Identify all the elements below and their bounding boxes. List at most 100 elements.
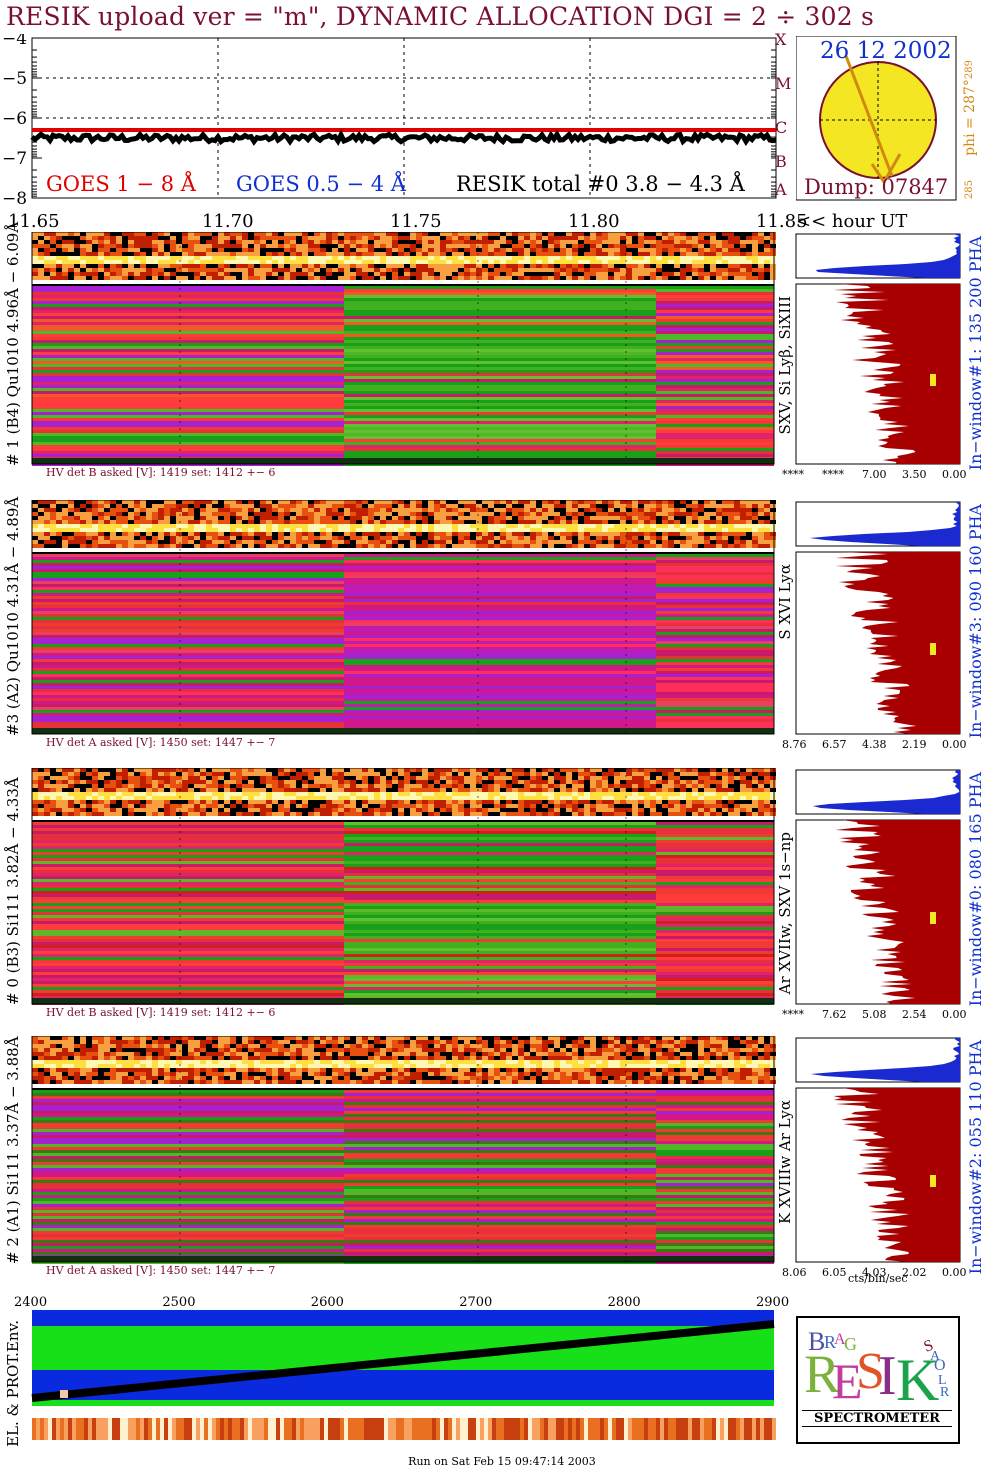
- panel-1-frame: [31, 500, 775, 735]
- panel-0: **** **** 7.00 3.50 0.00: [31, 232, 967, 481]
- goes-panel: −4 −5 −6 −7 −8: [0, 29, 790, 209]
- panel-2-hv-label: HV det B asked [V]: 1419 set: 1412 +− 6: [46, 1006, 276, 1019]
- panel-1-hist-xtick-1: 6.57: [822, 738, 847, 751]
- panel-2-hist-xtick-3: 2.54: [902, 1008, 927, 1021]
- panel-2-window-label: In−window#0: 080 165 PHA: [966, 772, 985, 1007]
- time-tick-0: 11.65: [8, 211, 60, 232]
- panel-0-left-label: # 1 (B4) Qu1010 4.96Å − 6.09Å: [4, 221, 22, 466]
- panel-1-blue-hist: [809, 502, 960, 546]
- panel-3-hist-xtick-0: 8.06: [782, 1266, 807, 1279]
- logo-graphic: R E S I K B R A G S O L A R: [804, 1327, 950, 1413]
- panel-2-hist-xtick-2: 5.08: [862, 1008, 887, 1021]
- time-tick-4: 11.85: [756, 211, 808, 232]
- panel-1-hv-label: HV det A asked [V]: 1450 set: 1447 +− 7: [46, 736, 276, 749]
- panel-2-window-marker: [930, 912, 936, 924]
- env-label: EL. & PROT.Env.: [4, 1320, 22, 1447]
- class-letter-m: M: [775, 74, 792, 93]
- panel-3-hv-label: HV det A asked [V]: 1450 set: 1447 +− 7: [46, 1264, 276, 1277]
- panel-2-red-hist: [835, 820, 960, 1004]
- hist-unit-label: cts/bin/sec: [848, 1272, 908, 1285]
- panel-1-hist-xtick-0: 8.76: [782, 738, 807, 751]
- panel-1-window-marker: [930, 643, 936, 655]
- panel-1-red-hist: [835, 552, 960, 734]
- env-orbit-line: [31, 1320, 775, 1402]
- panel-1-hist-xtick-4: 0.00: [942, 738, 967, 751]
- env-xtick-5: 2900: [756, 1295, 789, 1310]
- env-marker: [60, 1390, 68, 1398]
- panel-0-frame: [31, 232, 775, 465]
- legend-goes-1-8: GOES 1 − 8 Å: [46, 172, 196, 196]
- panel-0-red-hist: [833, 284, 960, 464]
- class-letter-a: A: [775, 180, 787, 199]
- panel-2-left-label: # 0 (B3) Si111 3.82Å − 4.33Å: [4, 777, 22, 1005]
- panel-2-hist-xtick-1: 7.62: [822, 1008, 847, 1021]
- goes-ytick-4: −8: [2, 189, 27, 204]
- panel-3-blue-hist: [810, 1038, 960, 1082]
- panel-0-hist-xtick-0: ****: [782, 468, 805, 481]
- panel-1-left-label: #3 (A2) Qu1010 4.31Å − 4.89Å: [4, 496, 22, 736]
- panel-3-frame: [31, 1036, 775, 1263]
- panel-0-blue-hist: [815, 234, 960, 278]
- class-letter-b: B: [775, 152, 787, 171]
- env-xtick-4: 2800: [608, 1295, 641, 1310]
- legend-resik-total: RESIK total #0 3.8 − 4.3 Å: [456, 172, 745, 196]
- env-xtick-1: 2500: [162, 1295, 195, 1310]
- goes-ytick-2: −6: [2, 109, 27, 129]
- resik-logo: R E S I K B R A G S O L A R SPECTROMETER: [796, 1316, 960, 1444]
- panel-0-hist-xtick-3: 3.50: [902, 468, 927, 481]
- panel-2-hist-xtick-0: ****: [782, 1008, 805, 1021]
- class-letter-x: X: [775, 30, 787, 49]
- time-tick-3: 11.80: [568, 211, 620, 232]
- orbit-track: [844, 55, 894, 177]
- resik-total-line: [30, 129, 777, 147]
- panel-2-line-label: Ar XVIIw, SXV 1s−np: [776, 832, 794, 995]
- page-title: RESIK upload ver = "m", DYNAMIC ALLOCATI…: [6, 2, 875, 31]
- sun-panel: [795, 35, 960, 202]
- phi-label: phi = 287°289: [962, 60, 978, 156]
- panel-2-blue-hist: [812, 770, 960, 814]
- legend-goes-05-4: GOES 0.5 − 4 Å: [236, 172, 406, 196]
- footer-run-info: Run on Sat Feb 15 09:47:14 2003: [408, 1455, 596, 1468]
- env-xtick-2: 2600: [311, 1295, 344, 1310]
- env-xtick-0: 2400: [14, 1295, 47, 1310]
- panel-1-hist-xtick-3: 2.19: [902, 738, 927, 751]
- goes-ytick-3: −7: [2, 149, 27, 169]
- time-tick-1: 11.70: [202, 211, 254, 232]
- panel-2-frame: [31, 768, 775, 1005]
- env-top-band: [32, 1310, 774, 1326]
- detector-panels: **** **** 7.00 3.50 0.00 HV det B asked [V]: …: [0, 221, 1004, 1292]
- goes-ytick-0: −4: [2, 34, 27, 49]
- panel-3-red-hist: [833, 1088, 960, 1262]
- panel-3-hist-xtick-4: 0.00: [942, 1266, 967, 1279]
- panel-0-window-label: In−window#1: 135 200 PHA: [966, 236, 985, 471]
- class-letters: X M C B A: [775, 30, 793, 206]
- panel-1-hist-xtick-2: 4.38: [862, 738, 887, 751]
- panel-3-line-label: K XVIIIw Ar Lyα: [776, 1100, 794, 1224]
- panel-3-hist-xtick-3: 2.02: [902, 1266, 927, 1279]
- panel-0-hist-xtick-1: ****: [822, 468, 845, 481]
- dump-label: Dump: 07847: [804, 175, 949, 199]
- logo-text: SPECTROMETER: [802, 1410, 952, 1427]
- panel-3-hist-xtick-2: 4.03: [862, 1266, 887, 1279]
- env-xtick-3: 2700: [459, 1295, 492, 1310]
- env-panel: 2400 2500 2600 2700 2800 2900: [0, 1290, 790, 1450]
- panel-2-hist-xtick-4: 0.00: [942, 1008, 967, 1021]
- panel-1: 8.76 6.57 4.38 2.19 0.00: [31, 500, 967, 751]
- time-unit-label: << hour UT: [796, 211, 908, 232]
- class-letter-c: C: [775, 118, 788, 137]
- panel-1-line-label: S XVI Lyα: [776, 564, 794, 640]
- sun-plot: [795, 35, 957, 201]
- panel-1-window-label: In−window#3: 090 160 PHA: [966, 504, 985, 739]
- panel-0-hist-xtick-4: 0.00: [942, 468, 967, 481]
- panel-0-window-marker: [930, 374, 936, 386]
- panel-0-hv-label: HV det B asked [V]: 1419 set: 1412 +− 6: [46, 466, 276, 479]
- panel-3-window-marker: [930, 1175, 936, 1187]
- panel-3-window-label: In−window#2: 055 110 PHA: [966, 1040, 985, 1275]
- env-bottom-band: [32, 1400, 774, 1406]
- time-tick-2: 11.75: [390, 211, 442, 232]
- panel-0-line-label: SXV, Si Lyβ, SiXIII: [776, 296, 794, 435]
- panel-3: 8.06 6.05 4.03 2.02 0.00: [31, 1036, 967, 1279]
- panel-2: **** 7.62 5.08 2.54 0.00: [31, 768, 967, 1021]
- panel-0-hist-xtick-2: 7.00: [862, 468, 887, 481]
- sun-date: 26 12 2002: [820, 38, 952, 64]
